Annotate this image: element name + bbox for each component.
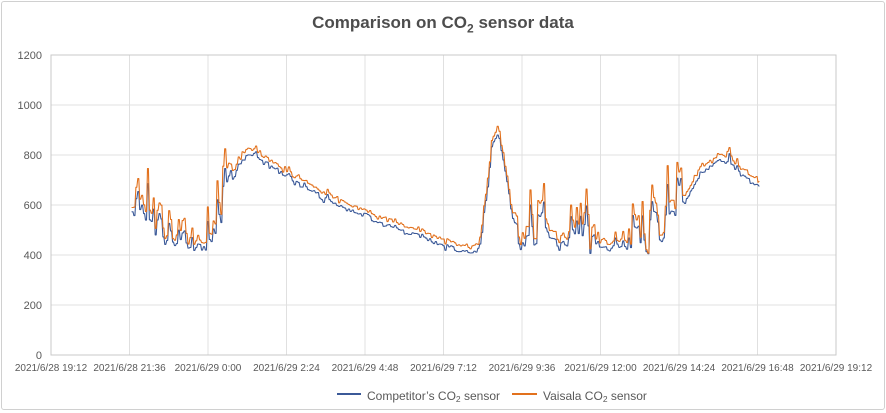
svg-text:2021/6/29 16:48: 2021/6/29 16:48	[721, 363, 794, 374]
svg-text:1200: 1200	[18, 50, 42, 62]
svg-text:2021/6/28 19:12: 2021/6/28 19:12	[15, 363, 88, 374]
svg-text:2021/6/29 4:48: 2021/6/29 4:48	[332, 363, 399, 374]
svg-text:1000: 1000	[18, 100, 42, 112]
svg-text:2021/6/29 2:24: 2021/6/29 2:24	[253, 363, 320, 374]
svg-text:2021/6/29 0:00: 2021/6/29 0:00	[175, 363, 242, 374]
svg-text:800: 800	[24, 150, 42, 162]
svg-text:Competitor’s CO2 sensor: Competitor’s CO2 sensor	[367, 389, 500, 404]
svg-text:Vaisala CO2 sensor: Vaisala CO2 sensor	[543, 389, 647, 404]
svg-text:2021/6/28 21:36: 2021/6/28 21:36	[93, 363, 166, 374]
svg-text:2021/6/29 9:36: 2021/6/29 9:36	[489, 363, 556, 374]
svg-text:0: 0	[36, 350, 42, 362]
svg-text:2021/6/29 14:24: 2021/6/29 14:24	[643, 363, 716, 374]
svg-text:2021/6/29 19:12: 2021/6/29 19:12	[800, 363, 873, 374]
svg-text:400: 400	[24, 250, 42, 262]
svg-text:2021/6/29 7:12: 2021/6/29 7:12	[410, 363, 477, 374]
svg-text:2021/6/29 12:00: 2021/6/29 12:00	[564, 363, 637, 374]
svg-text:200: 200	[24, 300, 42, 312]
svg-text:600: 600	[24, 200, 42, 212]
